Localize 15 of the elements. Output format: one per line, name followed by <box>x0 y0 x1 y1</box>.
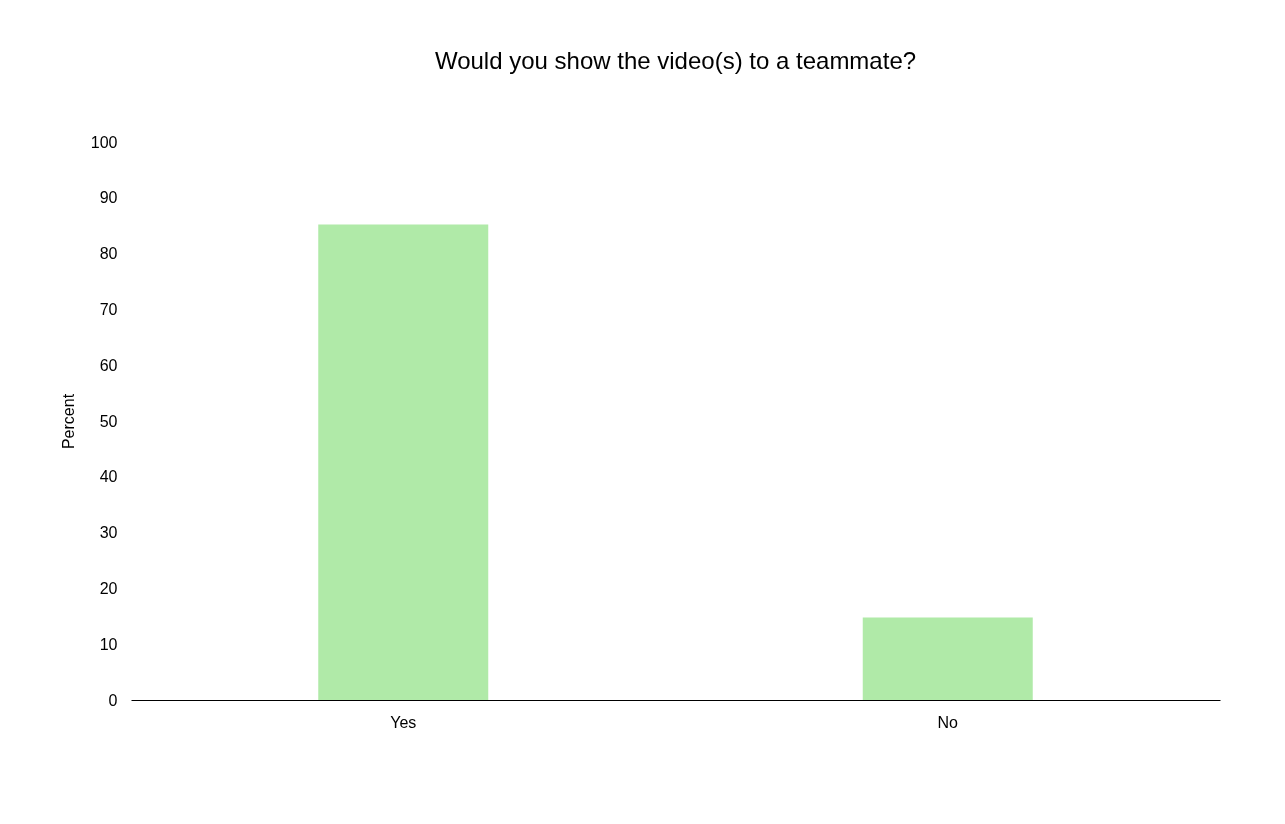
y-tick-label: 60 <box>99 356 118 374</box>
y-tick-label: 80 <box>99 245 118 263</box>
y-tick-label: 90 <box>99 189 118 207</box>
y-tick-label: 0 <box>108 691 118 709</box>
y-tick-label: 40 <box>99 468 118 486</box>
y-tick-label: 10 <box>99 635 118 653</box>
y-tick-label: 70 <box>99 300 118 318</box>
chart-title: Would you show the video(s) to a teammate? <box>434 47 917 74</box>
y-tick-label: 30 <box>99 524 118 542</box>
y-tick-label: 50 <box>99 412 118 430</box>
x-tick-label: No <box>937 713 959 731</box>
y-tick-label: 20 <box>99 579 118 597</box>
y-axis-title: Percent <box>59 393 77 450</box>
x-tick-label: Yes <box>390 713 417 731</box>
y-tick-label: 100 <box>90 133 118 151</box>
